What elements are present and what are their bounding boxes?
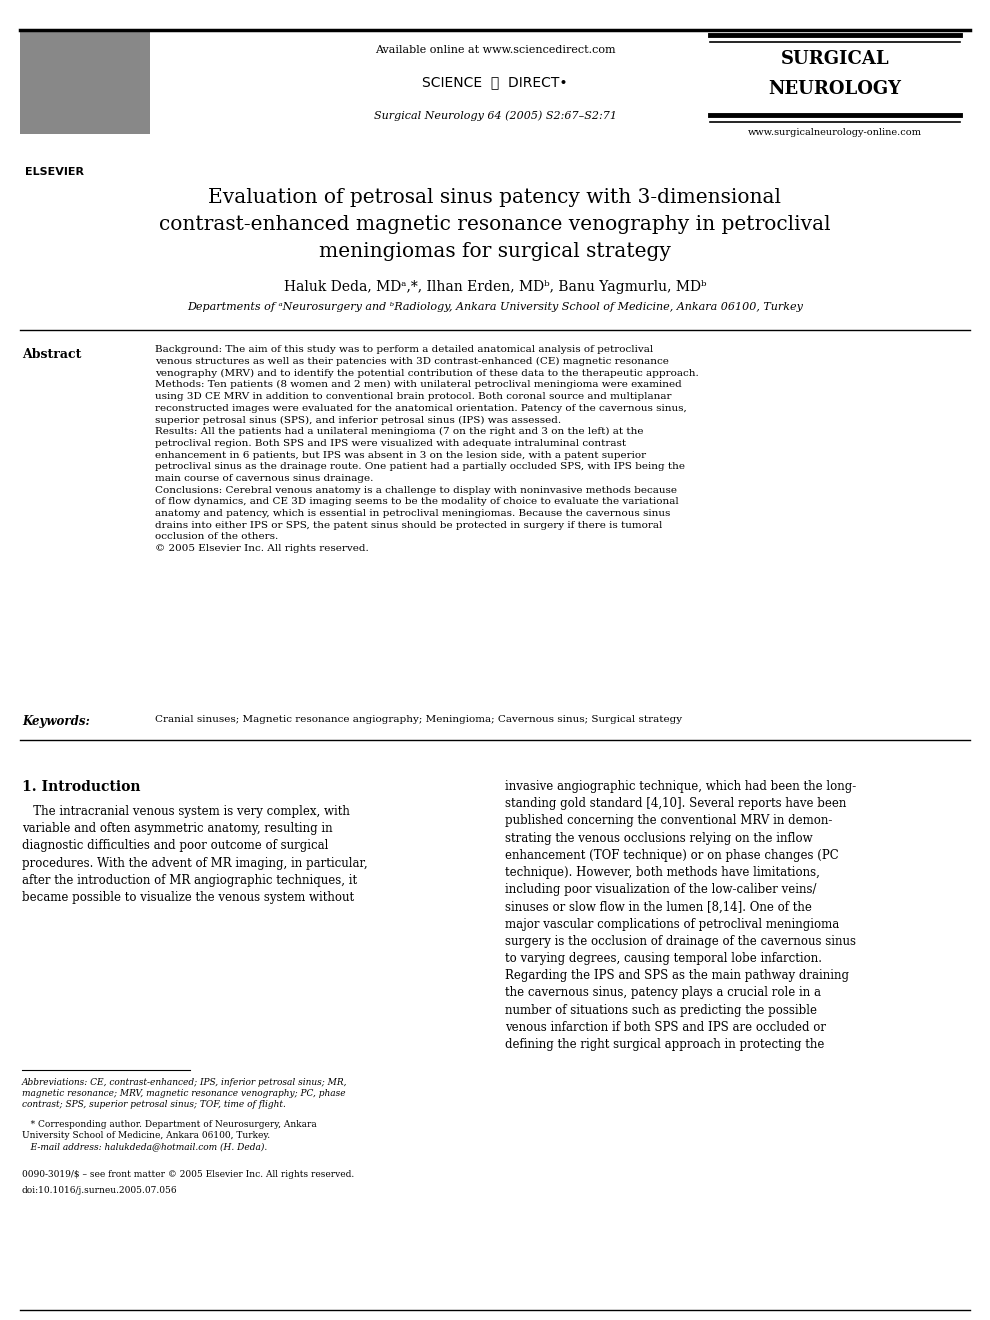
Text: Available online at www.sciencedirect.com: Available online at www.sciencedirect.co…	[374, 45, 616, 55]
Bar	[20, 30, 150, 135]
Text: 1. Introduction: 1. Introduction	[22, 780, 141, 795]
Text: Haluk Deda, MDᵃ,*, Ilhan Erden, MDᵇ, Banu Yagmurlu, MDᵇ: Haluk Deda, MDᵃ,*, Ilhan Erden, MDᵇ, Ban…	[284, 280, 706, 294]
Text: contrast-enhanced magnetic resonance venography in petroclival: contrast-enhanced magnetic resonance ven…	[159, 215, 831, 234]
Text: Evaluation of petrosal sinus patency with 3-dimensional: Evaluation of petrosal sinus patency wit…	[209, 187, 781, 207]
Text: Abstract: Abstract	[22, 348, 81, 360]
Text: doi:10.1016/j.surneu.2005.07.056: doi:10.1016/j.surneu.2005.07.056	[22, 1185, 177, 1195]
Text: meningiomas for surgical strategy: meningiomas for surgical strategy	[319, 242, 671, 261]
Text: Abbreviations: CE, contrast-enhanced; IPS, inferior petrosal sinus; MR,
magnetic: Abbreviations: CE, contrast-enhanced; IP…	[22, 1078, 347, 1109]
Text: 0090-3019/$ – see front matter © 2005 Elsevier Inc. All rights reserved.: 0090-3019/$ – see front matter © 2005 El…	[22, 1170, 354, 1179]
Text: www.surgicalneurology-online.com: www.surgicalneurology-online.com	[748, 128, 922, 137]
Text: invasive angiographic technique, which had been the long-
standing gold standard: invasive angiographic technique, which h…	[505, 780, 856, 1051]
Text: Background: The aim of this study was to perform a detailed anatomical analysis : Background: The aim of this study was to…	[155, 345, 699, 553]
Text: Departments of ᵃNeurosurgery and ᵇRadiology, Ankara University School of Medicin: Departments of ᵃNeurosurgery and ᵇRadiol…	[187, 302, 803, 312]
Text: Cranial sinuses; Magnetic resonance angiography; Meningioma; Cavernous sinus; Su: Cranial sinuses; Magnetic resonance angi…	[155, 715, 682, 723]
Text: SURGICAL: SURGICAL	[781, 50, 889, 69]
Text: The intracranial venous system is very complex, with
variable and often asymmetr: The intracranial venous system is very c…	[22, 805, 367, 904]
Text: NEUROLOGY: NEUROLOGY	[768, 81, 902, 98]
Text: Keywords:: Keywords:	[22, 715, 90, 729]
Text: E-mail address: halukdeda@hotmail.com (H. Deda).: E-mail address: halukdeda@hotmail.com (H…	[22, 1142, 267, 1151]
Text: ELSEVIER: ELSEVIER	[26, 168, 84, 177]
Text: Surgical Neurology 64 (2005) S2:67–S2:71: Surgical Neurology 64 (2005) S2:67–S2:71	[373, 110, 617, 120]
Text: * Corresponding author. Department of Neurosurgery, Ankara
University School of : * Corresponding author. Department of Ne…	[22, 1119, 317, 1140]
Text: SCIENCE  ⓓ  DIRECT•: SCIENCE ⓓ DIRECT•	[422, 75, 568, 88]
